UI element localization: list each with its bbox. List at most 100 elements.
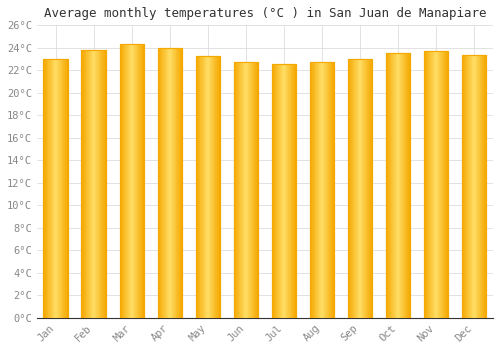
Bar xyxy=(398,54,399,318)
Bar xyxy=(402,54,403,318)
Bar xyxy=(88,50,89,318)
Bar xyxy=(99,50,100,318)
Bar xyxy=(348,59,350,318)
Bar xyxy=(310,62,312,318)
Bar xyxy=(400,54,402,318)
Bar xyxy=(96,50,97,318)
Bar xyxy=(176,48,178,318)
Bar xyxy=(390,54,392,318)
Bar xyxy=(137,44,138,318)
Bar xyxy=(206,56,207,318)
Bar xyxy=(436,51,437,318)
Bar xyxy=(211,56,212,318)
Bar xyxy=(236,62,237,318)
Bar xyxy=(255,62,256,318)
Bar xyxy=(126,44,127,318)
Bar xyxy=(134,44,135,318)
Bar xyxy=(350,59,351,318)
Bar xyxy=(92,50,93,318)
Bar xyxy=(368,59,369,318)
Bar xyxy=(474,55,475,318)
Bar xyxy=(358,59,359,318)
Bar xyxy=(360,59,361,318)
Bar xyxy=(275,64,276,318)
Bar xyxy=(287,64,288,318)
Bar xyxy=(165,48,166,318)
Bar xyxy=(249,62,250,318)
Bar xyxy=(348,59,372,318)
Bar xyxy=(424,51,426,318)
Bar xyxy=(82,50,83,318)
Bar xyxy=(138,44,140,318)
Bar xyxy=(175,48,176,318)
Bar xyxy=(251,62,252,318)
Bar xyxy=(84,50,85,318)
Bar xyxy=(280,64,281,318)
Bar xyxy=(203,56,204,318)
Bar xyxy=(48,59,49,318)
Bar xyxy=(484,55,485,318)
Bar xyxy=(435,51,436,318)
Bar xyxy=(462,55,464,318)
Bar xyxy=(196,56,197,318)
Bar xyxy=(62,59,63,318)
Bar xyxy=(437,51,438,318)
Bar xyxy=(324,62,326,318)
Bar xyxy=(428,51,430,318)
Bar xyxy=(158,48,159,318)
Bar xyxy=(164,48,165,318)
Bar xyxy=(294,64,296,318)
Bar xyxy=(407,54,408,318)
Bar xyxy=(355,59,356,318)
Bar xyxy=(120,44,144,318)
Bar xyxy=(93,50,94,318)
Bar xyxy=(136,44,137,318)
Bar xyxy=(60,59,61,318)
Bar xyxy=(196,56,220,318)
Bar xyxy=(141,44,142,318)
Bar xyxy=(276,64,278,318)
Bar xyxy=(242,62,244,318)
Bar xyxy=(120,44,144,318)
Bar xyxy=(97,50,98,318)
Bar xyxy=(248,62,249,318)
Title: Average monthly temperatures (°C ) in San Juan de Manapiare: Average monthly temperatures (°C ) in Sa… xyxy=(44,7,486,20)
Bar xyxy=(44,59,68,318)
Bar xyxy=(98,50,99,318)
Bar xyxy=(286,64,287,318)
Bar xyxy=(393,54,394,318)
Bar xyxy=(202,56,203,318)
Bar xyxy=(217,56,218,318)
Bar xyxy=(51,59,52,318)
Bar xyxy=(234,62,235,318)
Bar xyxy=(59,59,60,318)
Bar xyxy=(426,51,427,318)
Bar xyxy=(462,55,486,318)
Bar xyxy=(446,51,448,318)
Bar xyxy=(166,48,168,318)
Bar xyxy=(354,59,355,318)
Bar xyxy=(475,55,476,318)
Bar xyxy=(131,44,132,318)
Bar xyxy=(94,50,96,318)
Bar xyxy=(282,64,283,318)
Bar xyxy=(466,55,468,318)
Bar xyxy=(290,64,292,318)
Bar xyxy=(279,64,280,318)
Bar xyxy=(54,59,55,318)
Bar xyxy=(124,44,126,318)
Bar xyxy=(169,48,170,318)
Bar xyxy=(464,55,465,318)
Bar xyxy=(473,55,474,318)
Bar xyxy=(476,55,478,318)
Bar xyxy=(468,55,469,318)
Bar xyxy=(87,50,88,318)
Bar xyxy=(310,62,334,318)
Bar xyxy=(427,51,428,318)
Bar xyxy=(327,62,328,318)
Bar xyxy=(441,51,442,318)
Bar xyxy=(445,51,446,318)
Bar xyxy=(272,64,296,318)
Bar xyxy=(362,59,364,318)
Bar xyxy=(370,59,372,318)
